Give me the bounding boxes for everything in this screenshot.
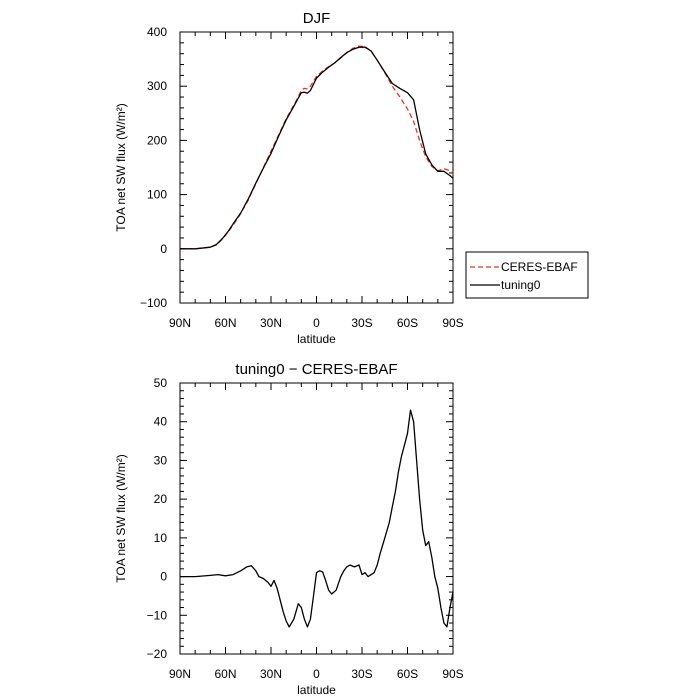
y-tick-label: −100 [140, 296, 167, 310]
x-tick-label: 0 [313, 667, 320, 681]
y-axis-label: TOA net SW flux (W/m²) [114, 454, 128, 582]
y-tick-label: −20 [147, 647, 168, 661]
chart-title: DJF [303, 10, 331, 27]
x-tick-label: 30S [351, 667, 372, 681]
x-tick-label: 30N [260, 667, 282, 681]
series-line-ceres-ebaf [180, 45, 454, 250]
legend-label: tuning0 [501, 278, 541, 292]
x-axis-label: latitude [297, 332, 336, 346]
x-tick-label: 60N [214, 667, 236, 681]
legend-box [465, 251, 589, 299]
y-tick-label: 0 [160, 570, 167, 584]
y-tick-label: 40 [154, 415, 168, 429]
plot-frame [179, 31, 454, 304]
series-line-tuning0 [180, 46, 454, 250]
x-tick-label: 90N [169, 667, 191, 681]
x-tick-label: 90S [442, 316, 463, 330]
panel-djf: DJF 90N 60N 30N 0 30S 60S 90S −100 0 100 200 300 400 l… [114, 10, 589, 346]
plot-frame [179, 382, 454, 655]
y-tick-label: 30 [154, 453, 168, 467]
y-axis-label: TOA net SW flux (W/m²) [114, 103, 128, 231]
x-tick-label: 90S [442, 667, 463, 681]
panel-difference: tuning0 − CERES-EBAF 90N 60N 30N 0 30S 60S 90S −… [114, 361, 464, 697]
y-tick-label: −10 [147, 608, 168, 622]
y-tick-label: 0 [160, 242, 167, 256]
y-tick-label: 50 [154, 376, 168, 390]
y-tick-label: 10 [154, 531, 168, 545]
x-tick-label: 90N [169, 316, 191, 330]
x-tick-label: 30S [351, 316, 372, 330]
y-tick-label: 200 [147, 133, 167, 147]
x-tick-label: 60S [397, 316, 418, 330]
x-tick-label: 0 [313, 316, 320, 330]
y-tick-label: 20 [154, 492, 168, 506]
chart-title: tuning0 − CERES-EBAF [235, 361, 397, 378]
y-tick-label: 100 [147, 188, 167, 202]
y-tick-label: 300 [147, 79, 167, 93]
x-axis-label: latitude [297, 683, 336, 697]
legend: CERES-EBAF tuning0 [465, 251, 589, 299]
x-tick-label: 60S [397, 667, 418, 681]
series-line-difference [180, 409, 454, 628]
x-tick-label: 60N [214, 316, 236, 330]
x-tick-label: 30N [260, 316, 282, 330]
y-tick-label: 400 [147, 25, 167, 39]
legend-label: CERES-EBAF [501, 260, 578, 274]
